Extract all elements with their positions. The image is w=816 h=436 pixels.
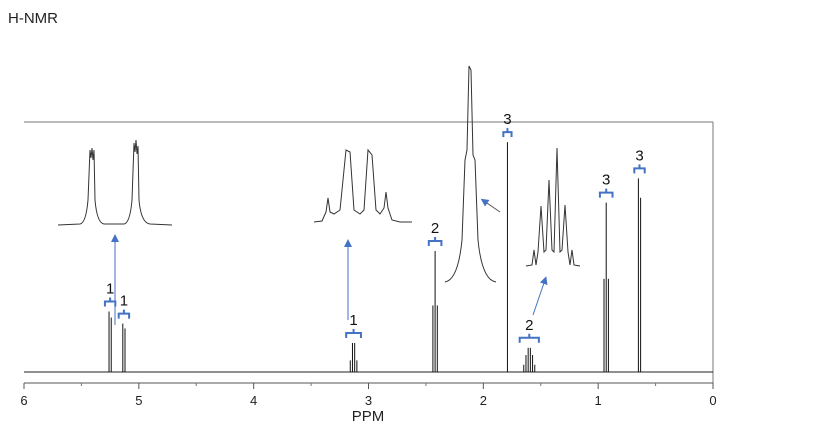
integration-bracket: 1 (103, 281, 117, 307)
peak-doublet (122, 323, 126, 372)
inset-arrows (111, 198, 548, 325)
x-tick-label: 0 (709, 393, 716, 408)
integration-label: 3 (602, 172, 610, 189)
integration-bracket: 3 (502, 111, 513, 138)
peak-doublet (108, 311, 112, 372)
peak-doublet (637, 178, 642, 372)
inset-vinyl-doublets (57, 139, 173, 226)
bracket-shape (598, 188, 614, 198)
x-tick-label: 4 (250, 393, 257, 408)
bracket-shape (117, 309, 131, 319)
x-tick-label: 5 (135, 393, 142, 408)
bracket-shape (633, 164, 646, 174)
x-tick-label: 1 (595, 393, 602, 408)
integration-label: 1 (349, 312, 357, 329)
integration-bracket: 3 (633, 147, 646, 174)
x-tick-label: 3 (365, 393, 372, 408)
integration-label: 1 (106, 281, 114, 298)
bracket-shape (502, 128, 513, 138)
spectrum-peaks (108, 142, 642, 372)
integration-label: 2 (431, 220, 439, 237)
bracket-shape (427, 237, 443, 246)
integration-label: 3 (503, 111, 511, 128)
integration-bracket: 2 (518, 317, 540, 343)
peak-sextet (523, 347, 536, 372)
bracket-shape (103, 297, 117, 307)
chart-title: H-NMR (8, 10, 58, 27)
inset-singlet-expansion (444, 65, 497, 283)
x-axis-tick-labels: 6 5 4 3 2 1 0 (20, 393, 716, 408)
peak-triplet (603, 202, 609, 372)
integration-label: 2 (525, 317, 533, 334)
integration-bracket: 1 (117, 293, 131, 319)
integration-bracket: 1 (345, 312, 362, 338)
arrow-sextet-inset (532, 276, 548, 316)
x-axis-label: PPM (352, 408, 385, 425)
bracket-shape (518, 333, 540, 343)
integration-bracket: 3 (598, 172, 614, 198)
plot-frame (24, 121, 714, 384)
integration-label: 3 (635, 147, 643, 164)
peak-quartet (349, 342, 358, 372)
x-tick-label: 6 (20, 393, 27, 408)
integration-bracket: 2 (427, 220, 443, 246)
bracket-shape (345, 328, 362, 338)
x-axis-ticks (23, 383, 714, 389)
x-tick-label: 2 (480, 393, 487, 408)
peak-triplet (432, 251, 438, 372)
integration-label: 1 (120, 293, 128, 310)
inset-quartet (313, 148, 412, 223)
arrow-singlet-inset (480, 198, 501, 213)
inset-sextet (525, 147, 581, 267)
